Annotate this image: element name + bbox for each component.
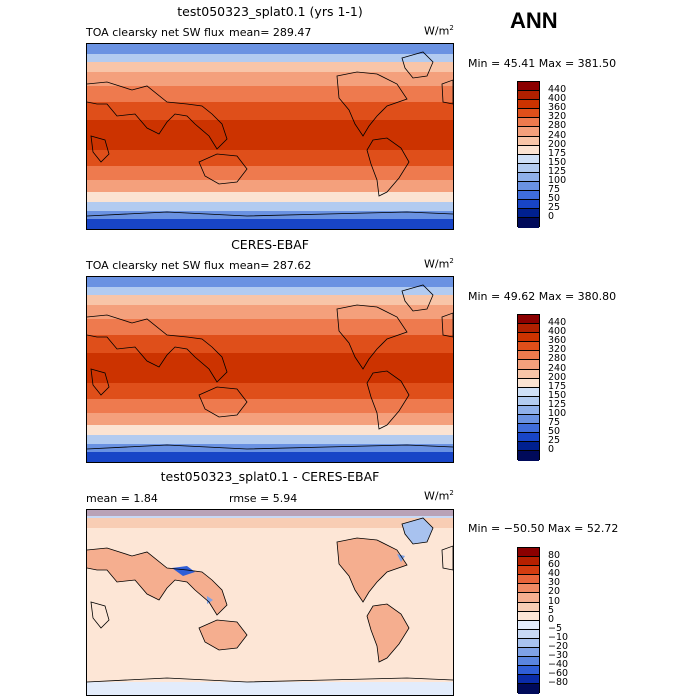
- colorbar-label: 25: [548, 202, 561, 214]
- colorbar-label: 25: [548, 435, 561, 447]
- colorbar-label: 280: [548, 353, 567, 365]
- colorbar-label: 440: [548, 317, 567, 328]
- colorbar-label: 175: [548, 147, 567, 159]
- panel1-variable: TOA clearsky net SW flux: [86, 26, 225, 39]
- colorbar-label: 400: [548, 93, 567, 105]
- panel1-mean: mean= 289.47: [229, 26, 312, 39]
- panel1-colorbar: [517, 81, 540, 228]
- colorbar-label: 20: [548, 586, 561, 598]
- panel1-units: W/m2: [424, 24, 454, 38]
- panel2-mean: mean= 287.62: [229, 259, 312, 272]
- colorbar-label: 75: [548, 184, 561, 196]
- colorbar-label: 360: [548, 102, 567, 114]
- colorbar-label: 100: [548, 175, 567, 186]
- colorbar-label: 175: [548, 380, 567, 392]
- colorbar-label: 320: [548, 111, 567, 123]
- panel2-minmax: Min = 49.62 Max = 380.80: [468, 290, 617, 303]
- panel3-units: W/m2: [424, 489, 454, 503]
- panel1-map-svg: [87, 44, 453, 229]
- colorbar-label: 60: [548, 559, 561, 571]
- colorbar-label: 240: [548, 362, 567, 374]
- panel3-map-svg: [87, 510, 453, 695]
- colorbar-label: 0: [548, 613, 555, 625]
- colorbar-label: 0: [548, 211, 555, 223]
- panel3-title: test050323_splat0.1 - CERES-EBAF: [160, 469, 380, 484]
- colorbar-label: 320: [548, 344, 567, 356]
- colorbar-label: 150: [548, 389, 567, 401]
- colorbar-label: −5: [548, 622, 563, 634]
- panel3-mean: mean = 1.84: [86, 492, 158, 505]
- colorbar-label: 50: [548, 193, 561, 205]
- colorbar-label: 30: [548, 577, 561, 589]
- colorbar-label: −20: [548, 641, 569, 652]
- colorbar-label: 5: [548, 604, 555, 616]
- panel2-units: W/m2: [424, 257, 454, 271]
- colorbar-label: 125: [548, 398, 567, 410]
- colorbar-label: −30: [548, 650, 569, 662]
- panel2-map-svg: [87, 277, 453, 462]
- panel3-minmax: Min = −50.50 Max = 52.72: [468, 522, 619, 535]
- panel3-colorbar: [517, 547, 540, 694]
- colorbar-label: 200: [548, 138, 567, 150]
- colorbar-label: 100: [548, 408, 567, 419]
- colorbar-label: −40: [548, 659, 569, 671]
- panel1-minmax: Min = 45.41 Max = 381.50: [468, 57, 617, 70]
- colorbar-label: −60: [548, 668, 569, 680]
- panel1-title: test050323_splat0.1 (yrs 1-1): [177, 4, 363, 19]
- colorbar-label: 150: [548, 156, 567, 168]
- panel2-colorbar: [517, 314, 540, 461]
- colorbar-label: 125: [548, 165, 567, 177]
- panel2-variable: TOA clearsky net SW flux: [86, 259, 225, 272]
- colorbar-label: −80: [548, 677, 569, 689]
- panel3-map: [86, 509, 454, 696]
- colorbar-label: 240: [548, 129, 567, 141]
- colorbar-label: 0: [548, 444, 555, 456]
- colorbar-label: 280: [548, 120, 567, 132]
- colorbar-label: 80: [548, 550, 561, 561]
- colorbar-label: 75: [548, 417, 561, 429]
- panel2-map: [86, 276, 454, 463]
- colorbar-label: 10: [548, 595, 561, 607]
- colorbar-label: 200: [548, 371, 567, 383]
- colorbar-label: 440: [548, 84, 567, 95]
- season-label: ANN: [510, 8, 558, 33]
- panel1-map: [86, 43, 454, 230]
- panel2-title: CERES-EBAF: [231, 237, 309, 252]
- panel3-rmse: rmse = 5.94: [229, 492, 298, 505]
- colorbar-label: 40: [548, 568, 561, 580]
- colorbar-label: −10: [548, 631, 569, 643]
- colorbar-label: 400: [548, 326, 567, 338]
- colorbar-label: 50: [548, 426, 561, 438]
- colorbar-label: 360: [548, 335, 567, 347]
